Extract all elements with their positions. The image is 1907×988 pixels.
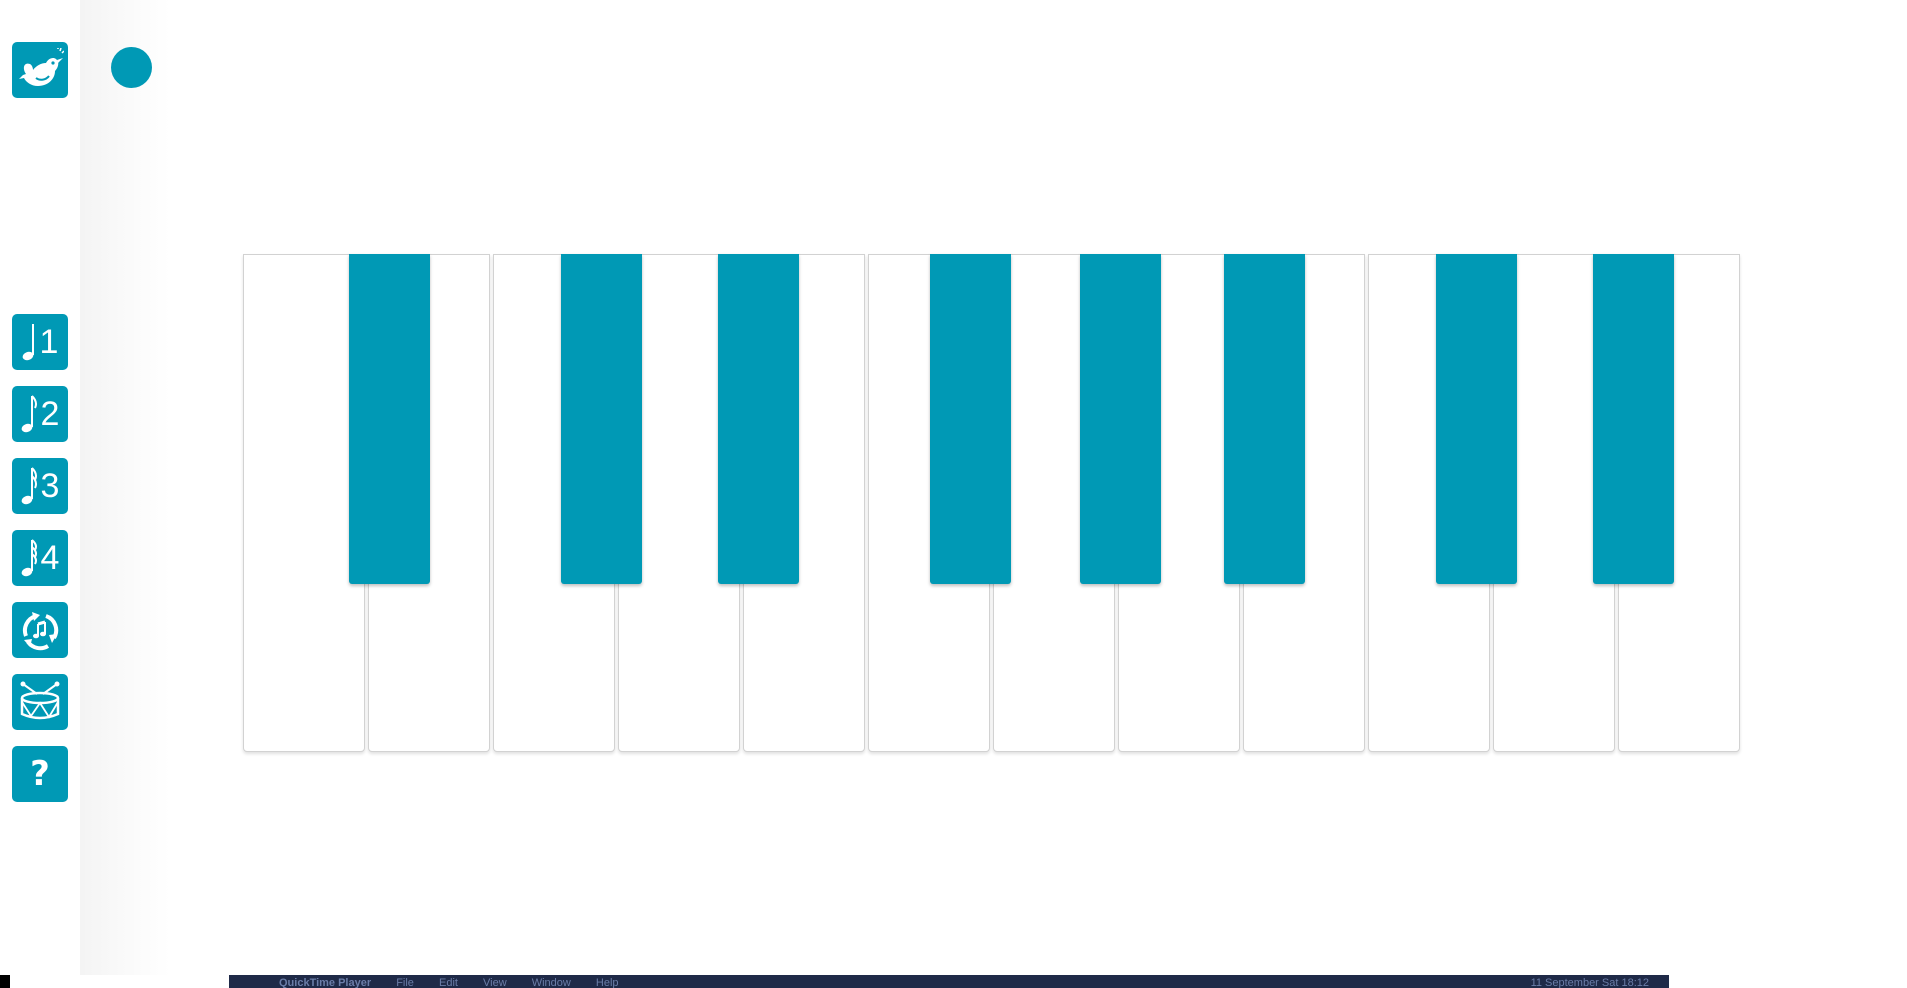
one-beat-button[interactable]: 1 xyxy=(12,314,68,370)
sixteenth-note-icon xyxy=(21,466,39,506)
piano-keyboard xyxy=(243,254,1743,754)
one-beat-label: 1 xyxy=(39,323,59,361)
two-beat-label: 2 xyxy=(40,395,60,433)
three-beat-label: 3 xyxy=(40,467,60,505)
menubar-item-help[interactable]: Help xyxy=(595,977,619,988)
white-key[interactable] xyxy=(243,254,365,752)
window-corner xyxy=(0,975,10,988)
thirtysecond-note-icon xyxy=(21,538,39,578)
loop-button[interactable] xyxy=(12,602,68,658)
menubar-clock: 11 September Sat 18:12 xyxy=(1530,977,1649,988)
bird-logo-button[interactable] xyxy=(12,42,68,98)
black-key[interactable] xyxy=(1593,254,1674,584)
bird-logo-icon xyxy=(16,48,64,92)
three-beat-button[interactable]: 3 xyxy=(12,458,68,514)
eighth-note-icon xyxy=(21,394,39,434)
black-key[interactable] xyxy=(930,254,1011,584)
drum-icon xyxy=(17,680,63,724)
black-key[interactable] xyxy=(1436,254,1517,584)
menubar-item-view[interactable]: View xyxy=(483,977,507,988)
black-key[interactable] xyxy=(718,254,799,584)
menubar-menu: QuickTime Player File Edit View Window H… xyxy=(279,977,641,988)
menubar-item-window[interactable]: Window xyxy=(531,977,571,988)
loop-notes-icon xyxy=(16,606,64,654)
drum-button[interactable] xyxy=(12,674,68,730)
quarter-note-icon xyxy=(22,322,38,362)
menubar-item-file[interactable]: File xyxy=(396,977,414,988)
four-beat-button[interactable]: 4 xyxy=(12,530,68,586)
black-key[interactable] xyxy=(1080,254,1161,584)
record-button[interactable] xyxy=(111,47,152,88)
four-beat-label: 4 xyxy=(40,539,60,577)
toolbar-shadow xyxy=(80,0,170,975)
system-menubar: QuickTime Player File Edit View Window H… xyxy=(229,975,1669,988)
menubar-app-name[interactable]: QuickTime Player xyxy=(279,977,372,988)
left-toolbar: 1 2 3 xyxy=(0,0,80,975)
black-key[interactable] xyxy=(1224,254,1305,584)
black-key[interactable] xyxy=(561,254,642,584)
menubar-item-edit[interactable]: Edit xyxy=(438,977,458,988)
two-beat-button[interactable]: 2 xyxy=(12,386,68,442)
help-icon: ? xyxy=(30,754,50,794)
help-button[interactable]: ? xyxy=(12,746,68,802)
black-key[interactable] xyxy=(349,254,430,584)
